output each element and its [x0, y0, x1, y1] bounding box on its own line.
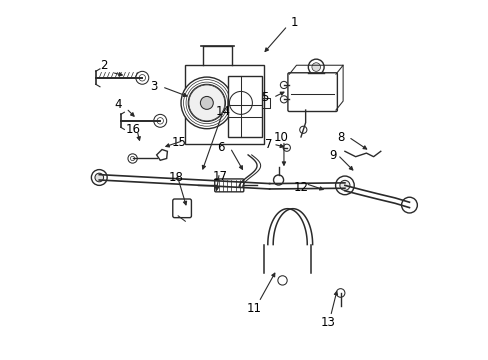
Text: 4: 4 [114, 98, 122, 111]
Circle shape [128, 154, 137, 163]
Text: 13: 13 [320, 316, 334, 329]
Circle shape [311, 63, 320, 71]
Text: 5: 5 [261, 91, 268, 104]
Text: 2: 2 [100, 59, 107, 72]
FancyBboxPatch shape [214, 179, 244, 192]
Circle shape [188, 84, 225, 122]
Circle shape [336, 289, 344, 297]
Text: 1: 1 [290, 17, 297, 30]
Text: 9: 9 [329, 149, 337, 162]
Text: 18: 18 [168, 171, 183, 184]
Circle shape [273, 175, 283, 185]
Circle shape [95, 173, 103, 182]
Text: 8: 8 [337, 131, 345, 144]
Circle shape [181, 77, 232, 129]
Circle shape [339, 180, 349, 190]
Circle shape [280, 96, 287, 103]
Circle shape [335, 176, 353, 195]
Text: 12: 12 [293, 181, 308, 194]
Circle shape [283, 144, 290, 151]
Circle shape [91, 170, 107, 185]
Bar [185, 65, 264, 144]
Circle shape [277, 276, 286, 285]
Circle shape [299, 126, 306, 134]
Text: 14: 14 [215, 105, 230, 118]
FancyBboxPatch shape [287, 73, 337, 112]
Text: 3: 3 [150, 80, 158, 93]
Text: 17: 17 [212, 170, 227, 183]
Polygon shape [156, 149, 167, 160]
Circle shape [200, 96, 213, 109]
Circle shape [153, 114, 166, 127]
Text: 15: 15 [171, 136, 186, 149]
Circle shape [136, 71, 148, 84]
Text: 7: 7 [264, 138, 272, 150]
Circle shape [308, 59, 324, 75]
Text: 10: 10 [273, 131, 288, 144]
Text: 6: 6 [217, 141, 224, 154]
Circle shape [280, 81, 287, 89]
Circle shape [229, 91, 252, 114]
Text: 16: 16 [125, 122, 141, 136]
Circle shape [401, 197, 416, 213]
Text: 11: 11 [246, 302, 262, 315]
Bar [228, 76, 262, 137]
FancyBboxPatch shape [172, 199, 191, 218]
